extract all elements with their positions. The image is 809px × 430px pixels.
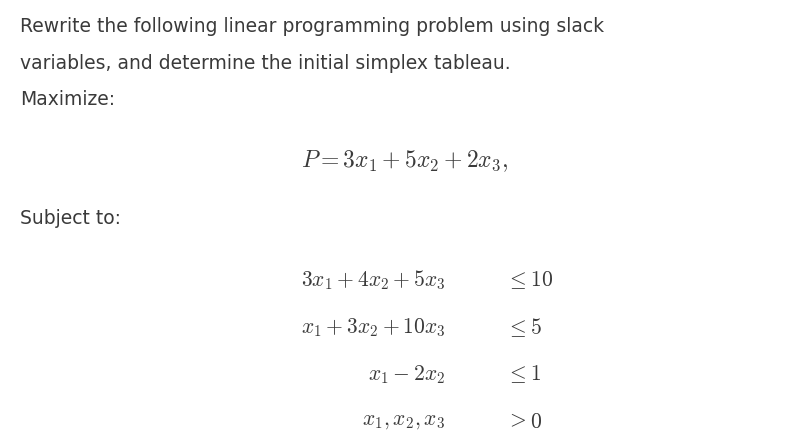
Text: $\leq 10$: $\leq 10$ bbox=[506, 269, 553, 291]
Text: $\geq 0$: $\geq 0$ bbox=[506, 411, 542, 430]
Text: $3x_1 + 4x_2 + 5x_3$: $3x_1 + 4x_2 + 5x_3$ bbox=[300, 269, 445, 292]
Text: Subject to:: Subject to: bbox=[20, 209, 121, 227]
Text: $x_1 - 2x_2$: $x_1 - 2x_2$ bbox=[367, 363, 445, 386]
Text: variables, and determine the initial simplex tableau.: variables, and determine the initial sim… bbox=[20, 54, 510, 73]
Text: $\leq 5$: $\leq 5$ bbox=[506, 316, 542, 339]
Text: $x_1 + 3x_2 + 10x_3$: $x_1 + 3x_2 + 10x_3$ bbox=[300, 316, 445, 339]
Text: $\leq 1$: $\leq 1$ bbox=[506, 363, 541, 385]
Text: $P = 3x_1 + 5x_2 + 2x_3,$: $P = 3x_1 + 5x_2 + 2x_3,$ bbox=[301, 148, 508, 174]
Text: $x_1, x_2, x_3$: $x_1, x_2, x_3$ bbox=[362, 411, 445, 430]
Text: Rewrite the following linear programming problem using slack: Rewrite the following linear programming… bbox=[20, 17, 604, 36]
Text: Maximize:: Maximize: bbox=[20, 90, 116, 109]
